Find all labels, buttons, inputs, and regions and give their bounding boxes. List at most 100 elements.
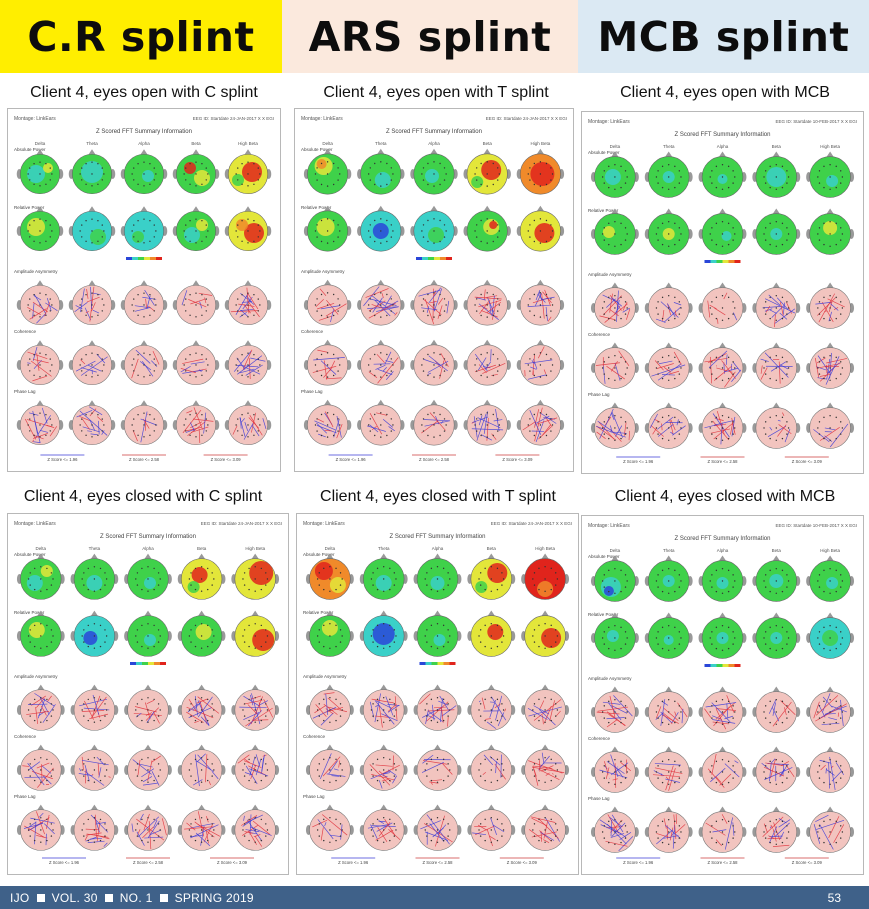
eeg-summary-figure: Montage: LinkEars EEG ID: Startdate 10-FE…	[588, 119, 857, 464]
band-label: Delta	[322, 141, 333, 146]
band-label: Beta	[191, 141, 201, 146]
band-label: Theta	[663, 548, 675, 553]
section-label: Coherence	[14, 734, 37, 739]
band-label: Delta	[35, 141, 46, 146]
band-label: Beta	[487, 546, 497, 551]
head-map	[806, 806, 855, 853]
caption-open-c: Client 4, eyes open with C splint	[30, 84, 258, 101]
eeg-id-label: EEG ID: Startdate 10-FEB-2017 X X EGI	[775, 523, 857, 528]
section-label: Coherence	[303, 734, 326, 739]
head-map	[806, 208, 855, 255]
head-map	[516, 148, 565, 195]
header-ars-splint: ARS splint	[282, 0, 578, 73]
head-map	[463, 279, 511, 326]
head-map	[16, 744, 65, 791]
head-map	[16, 553, 65, 600]
head-map	[516, 339, 565, 386]
section-label: Absolute Power	[14, 147, 46, 152]
eeg-report-closed-mcb: Montage: LinkEars EEG ID: Startdate 10-FE…	[581, 515, 864, 875]
z-score-label: Z Score <= 2.58	[133, 860, 164, 865]
head-map	[410, 399, 458, 446]
eeg-id-label: EEG ID: Startdate 24-JAN-2017 X X EGI	[486, 116, 567, 121]
head-map	[698, 806, 747, 853]
montage-label: Montage: LinkEars	[14, 521, 56, 527]
z-score-label: Z Score <= 3.09	[507, 860, 538, 865]
band-label: High Beta	[820, 548, 840, 553]
section-label: Absolute Power	[303, 552, 335, 557]
head-map	[305, 610, 354, 657]
head-map	[752, 686, 801, 733]
head-map	[120, 340, 168, 386]
z-score-label: Z Score <= 1.96	[47, 457, 78, 462]
band-label: Theta	[86, 141, 98, 146]
z-score-label: Z Score <= 2.58	[419, 457, 450, 462]
montage-label: Montage: LinkEars	[14, 116, 56, 122]
head-map	[516, 279, 565, 326]
section-label: Absolute Power	[14, 552, 46, 557]
head-map	[463, 399, 511, 446]
head-map	[698, 555, 747, 602]
section-label: Absolute Power	[301, 147, 333, 152]
head-map	[177, 804, 226, 851]
footer-journal: IJO	[10, 890, 30, 905]
z-score-label: Z Score <= 2.58	[707, 459, 738, 464]
head-map	[124, 684, 172, 731]
montage-label: Montage: LinkEars	[588, 119, 630, 125]
section-label: Coherence	[301, 329, 324, 334]
montage-label: Montage: LinkEars	[588, 523, 630, 529]
head-map	[172, 400, 220, 446]
band-label: Beta	[772, 548, 782, 553]
head-map	[698, 686, 747, 733]
eeg-summary-figure: Montage: LinkEars EEG ID: Startdate 24-JA…	[303, 521, 572, 865]
head-map	[177, 553, 226, 600]
head-map	[590, 282, 639, 329]
head-map	[806, 282, 855, 329]
section-label: Relative Power	[14, 205, 45, 210]
head-map	[590, 208, 639, 255]
head-map	[120, 206, 168, 252]
head-map	[172, 340, 220, 386]
eeg-id-label: EEG ID: Startdate 10-FEB-2017 X X EGI	[775, 119, 857, 124]
z-score-label: Z Score <= 2.58	[129, 457, 160, 462]
footer-season: SPRING 2019	[174, 890, 254, 905]
head-map	[806, 686, 855, 733]
head-map	[752, 555, 801, 602]
section-label: Relative Power	[301, 205, 332, 210]
head-map	[16, 804, 65, 851]
head-map	[16, 610, 65, 657]
head-map	[590, 151, 639, 198]
head-map	[359, 684, 408, 731]
z-color-scale	[704, 664, 741, 667]
head-map	[305, 804, 354, 851]
section-label: Relative Power	[588, 612, 619, 617]
head-map	[752, 208, 801, 255]
eeg-report-open-t: Montage: LinkEars EEG ID: Startdate 24-JA…	[294, 108, 574, 472]
head-map	[124, 804, 172, 851]
head-map	[303, 205, 352, 252]
report-title: Z Scored FFT Summary Information	[390, 534, 486, 540]
montage-label: Montage: LinkEars	[301, 116, 343, 122]
band-label: Delta	[610, 548, 621, 553]
head-map	[303, 399, 352, 446]
z-score-label: Z Score <= 2.58	[422, 860, 453, 865]
band-label: Alpha	[138, 141, 150, 146]
section-label: Amplitude Asymmetry	[14, 674, 58, 679]
head-map	[467, 610, 516, 657]
head-map	[752, 282, 801, 329]
head-map	[698, 746, 747, 793]
section-label: Amplitude Asymmetry	[588, 676, 632, 681]
eeg-report-closed-c: Montage: LinkEars EEG ID: Startdate 24-JA…	[7, 513, 289, 875]
head-map	[231, 804, 280, 851]
footer-page-number: 53	[827, 890, 841, 905]
head-map	[752, 342, 801, 389]
head-map	[752, 402, 801, 449]
section-label: Phase Lag	[588, 392, 610, 397]
head-map	[68, 400, 116, 446]
head-map	[359, 553, 408, 600]
band-label: High Beta	[245, 546, 265, 551]
head-map	[590, 612, 639, 659]
head-map	[806, 151, 855, 198]
head-map	[752, 806, 801, 853]
section-label: Amplitude Asymmetry	[588, 272, 632, 277]
head-map	[359, 610, 408, 657]
